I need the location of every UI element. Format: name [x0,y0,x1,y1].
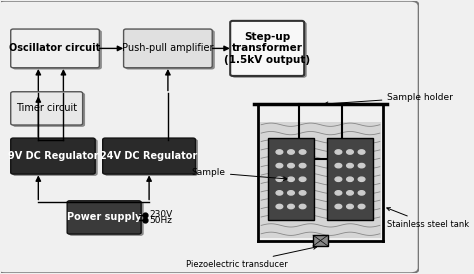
Circle shape [288,191,294,195]
Circle shape [346,204,353,209]
Circle shape [358,150,365,154]
FancyBboxPatch shape [13,93,85,126]
Text: Sample: Sample [191,168,287,181]
Circle shape [335,164,342,168]
FancyBboxPatch shape [0,1,419,273]
Text: Piezoelectric transducer: Piezoelectric transducer [186,246,317,269]
Circle shape [299,164,306,168]
Text: Push-pull amplifier: Push-pull amplifier [122,43,214,53]
Circle shape [288,177,294,181]
Text: Oscillator circuit: Oscillator circuit [9,43,100,53]
Text: 230V: 230V [149,210,173,219]
Text: Stainless steel tank: Stainless steel tank [387,208,470,229]
Text: Sample holder: Sample holder [324,93,453,105]
FancyBboxPatch shape [13,139,97,175]
Bar [260,122,381,238]
Text: Step-up
transformer
(1.5kV output): Step-up transformer (1.5kV output) [224,32,310,65]
Bar [327,138,373,220]
FancyBboxPatch shape [124,29,212,68]
Bar [313,235,328,246]
Circle shape [299,150,306,154]
Circle shape [288,164,294,168]
Circle shape [358,191,365,195]
Text: Timer circuit: Timer circuit [16,103,77,113]
Circle shape [288,150,294,154]
Circle shape [276,150,283,154]
Circle shape [335,177,342,181]
FancyBboxPatch shape [67,201,141,234]
Circle shape [299,177,306,181]
Bar [268,138,314,220]
Circle shape [299,204,306,209]
FancyBboxPatch shape [11,138,95,174]
Circle shape [276,204,283,209]
FancyBboxPatch shape [69,202,143,235]
FancyBboxPatch shape [126,30,214,69]
Circle shape [335,150,342,154]
Text: 50Hz: 50Hz [149,216,172,225]
Circle shape [288,204,294,209]
Circle shape [358,164,365,168]
FancyBboxPatch shape [232,22,306,77]
Circle shape [358,177,365,181]
Circle shape [346,164,353,168]
Circle shape [346,177,353,181]
FancyBboxPatch shape [105,139,198,175]
Circle shape [276,164,283,168]
Text: 24V DC Regulator: 24V DC Regulator [100,151,198,161]
Circle shape [346,150,353,154]
FancyBboxPatch shape [13,30,101,69]
Circle shape [335,204,342,209]
Text: Power supply: Power supply [67,212,141,222]
FancyBboxPatch shape [11,92,82,125]
Circle shape [276,177,283,181]
Circle shape [299,191,306,195]
Text: 9V DC Regulator: 9V DC Regulator [8,151,98,161]
Circle shape [335,191,342,195]
FancyBboxPatch shape [11,29,100,68]
Circle shape [346,191,353,195]
Circle shape [358,204,365,209]
Circle shape [276,191,283,195]
FancyBboxPatch shape [103,138,195,174]
FancyBboxPatch shape [230,21,304,76]
